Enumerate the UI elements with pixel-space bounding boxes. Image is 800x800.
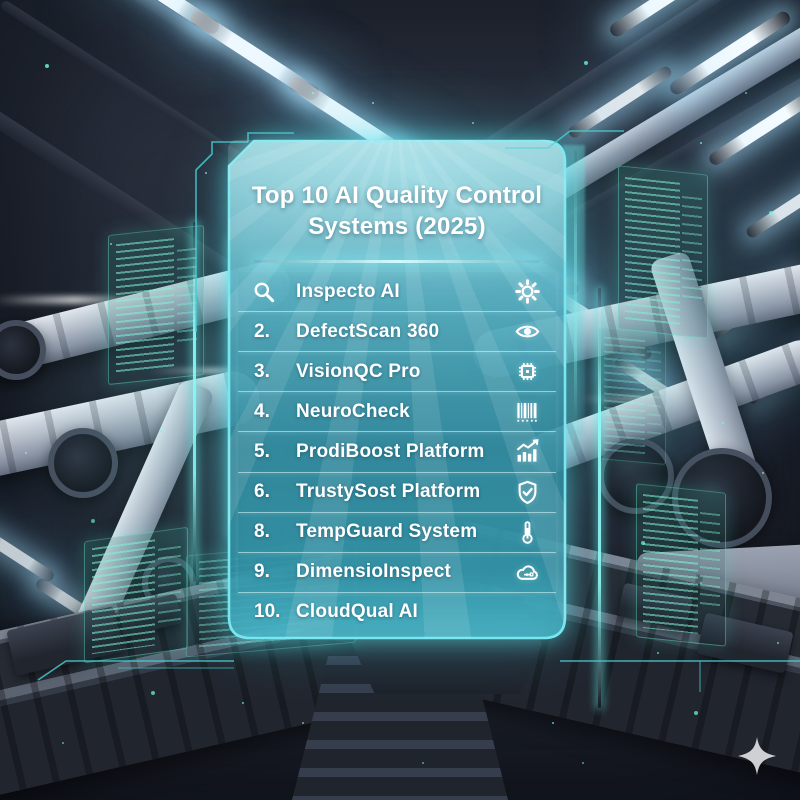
- list-item: 9. DimensioInspect: [238, 553, 556, 593]
- lens-flare: [0, 296, 160, 304]
- lens-flare: [150, 368, 280, 374]
- list-item: Inspecto AI: [238, 272, 556, 313]
- system-name: Inspecto AI: [296, 280, 400, 302]
- chip-icon: [512, 357, 542, 387]
- system-name: TempGuard System: [296, 521, 478, 543]
- system-name: NeuroCheck: [296, 400, 410, 422]
- system-name: CloudQual AI: [296, 601, 419, 623]
- glow-line: [598, 288, 601, 708]
- shield-check-icon: [512, 477, 542, 507]
- magnifier-icon: [254, 279, 296, 305]
- list-item: 3. VisionQC Pro: [238, 352, 556, 393]
- list-item: 10. CloudQual AI: [238, 593, 556, 632]
- cloud-measure-icon: [512, 557, 542, 587]
- system-name: DimensioInspect: [296, 561, 452, 583]
- chart-icon: [512, 437, 542, 467]
- ranking-panel: Top 10 AI Quality Control Systems (2025)…: [228, 140, 566, 638]
- rank-label: 8.: [254, 521, 270, 543]
- system-name: DefectScan 360: [296, 320, 440, 342]
- rank-label: 6.: [254, 481, 270, 503]
- rank-label: 5.: [254, 440, 270, 462]
- rank-label: 2.: [254, 320, 270, 342]
- rank-label: 4.: [254, 400, 270, 422]
- panel-light-rays: [228, 140, 566, 638]
- glow-line: [193, 222, 196, 582]
- title-divider: [254, 260, 540, 263]
- list-item: 2. DefectScan 360: [238, 312, 556, 353]
- list-item: 6. TrustySost Platform: [238, 473, 556, 513]
- four-point-star-icon: [738, 737, 776, 775]
- robot-joint: [48, 428, 118, 498]
- system-name: ProdiBoost Platform: [296, 440, 485, 462]
- ranking-list: Inspecto AI 2. DefectScan 360 3. VisionQC Pr…: [238, 272, 556, 632]
- barcode-icon: [512, 397, 542, 427]
- list-item: 4. NeuroCheck: [238, 392, 556, 433]
- gear-icon: [512, 277, 542, 307]
- rank-label: 10.: [254, 601, 281, 623]
- list-item: 8. TempGuard System: [238, 513, 556, 553]
- no-icon: [512, 597, 542, 627]
- glow-line: [574, 150, 577, 450]
- robot-joint: [0, 320, 46, 380]
- rank-label: 9.: [254, 561, 270, 583]
- thermometer-icon: [512, 517, 542, 547]
- list-item: 5. ProdiBoost Platform: [238, 432, 556, 473]
- system-name: TrustySost Platform: [296, 481, 481, 503]
- panel-title: Top 10 AI Quality Control Systems (2025): [251, 182, 543, 240]
- system-name: VisionQC Pro: [296, 360, 421, 382]
- rank-label: 3.: [254, 360, 270, 382]
- holo-pillar: [563, 145, 585, 435]
- eye-icon: [512, 317, 542, 347]
